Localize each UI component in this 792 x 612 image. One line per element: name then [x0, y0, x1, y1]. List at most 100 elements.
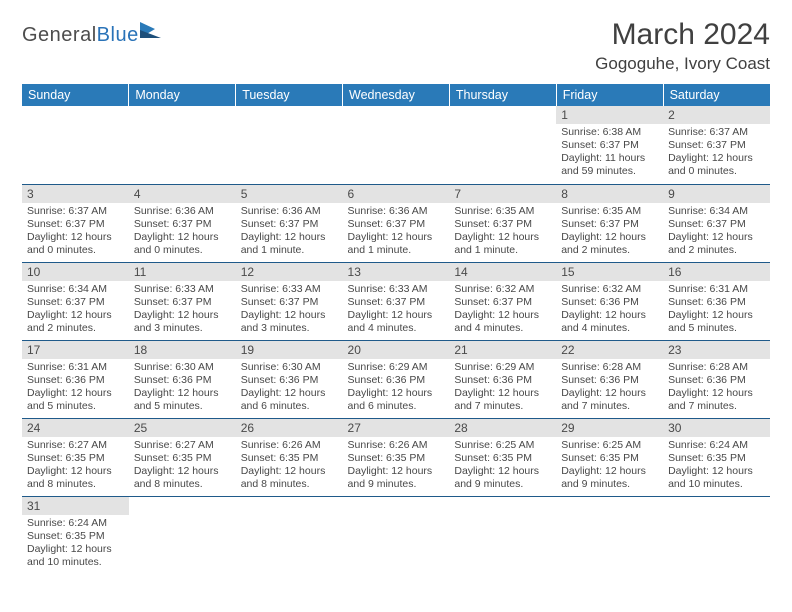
sunrise-text: Sunrise: 6:27 AM — [27, 439, 124, 452]
daylight-text: Daylight: 12 hours and 8 minutes. — [134, 465, 231, 491]
daylight-text: Daylight: 12 hours and 8 minutes. — [27, 465, 124, 491]
calendar-row: 1Sunrise: 6:38 AMSunset: 6:37 PMDaylight… — [22, 106, 770, 184]
sunset-text: Sunset: 6:35 PM — [561, 452, 658, 465]
location: Gogoguhe, Ivory Coast — [595, 54, 770, 74]
day-details: Sunrise: 6:36 AMSunset: 6:37 PMDaylight:… — [343, 203, 450, 262]
daylight-text: Daylight: 12 hours and 1 minute. — [241, 231, 338, 257]
day-number: 1 — [556, 106, 663, 124]
daylight-text: Daylight: 12 hours and 2 minutes. — [27, 309, 124, 335]
day-number: 28 — [449, 419, 556, 437]
sunrise-text: Sunrise: 6:30 AM — [134, 361, 231, 374]
sunrise-text: Sunrise: 6:24 AM — [27, 517, 124, 530]
calendar-row: 17Sunrise: 6:31 AMSunset: 6:36 PMDayligh… — [22, 340, 770, 418]
sunrise-text: Sunrise: 6:33 AM — [134, 283, 231, 296]
day-details: Sunrise: 6:29 AMSunset: 6:36 PMDaylight:… — [449, 359, 556, 418]
sunset-text: Sunset: 6:37 PM — [134, 218, 231, 231]
sunset-text: Sunset: 6:37 PM — [27, 218, 124, 231]
daylight-text: Daylight: 12 hours and 4 minutes. — [454, 309, 551, 335]
sunset-text: Sunset: 6:35 PM — [668, 452, 765, 465]
calendar-cell: 5 Sunrise: 6:36 AMSunset: 6:37 PMDaylight… — [236, 184, 343, 262]
sunset-text: Sunset: 6:35 PM — [454, 452, 551, 465]
sunset-text: Sunset: 6:35 PM — [134, 452, 231, 465]
daylight-text: Daylight: 12 hours and 8 minutes. — [241, 465, 338, 491]
calendar-cell: 9Sunrise: 6:34 AMSunset: 6:37 PMDaylight… — [663, 184, 770, 262]
daylight-text: Daylight: 12 hours and 0 minutes. — [668, 152, 765, 178]
daylight-text: Daylight: 12 hours and 4 minutes. — [561, 309, 658, 335]
sunset-text: Sunset: 6:37 PM — [241, 218, 338, 231]
calendar-cell: 10Sunrise: 6:34 AMSunset: 6:37 PMDayligh… — [22, 262, 129, 340]
sunset-text: Sunset: 6:36 PM — [134, 374, 231, 387]
logo: GeneralBlue — [22, 24, 165, 47]
daylight-text: Daylight: 12 hours and 1 minute. — [348, 231, 445, 257]
day-details: Sunrise: 6:38 AMSunset: 6:37 PMDaylight:… — [556, 124, 663, 183]
day-number: 24 — [22, 419, 129, 437]
sunset-text: Sunset: 6:36 PM — [561, 296, 658, 309]
sunrise-text: Sunrise: 6:35 AM — [454, 205, 551, 218]
daylight-text: Daylight: 12 hours and 5 minutes. — [134, 387, 231, 413]
sunrise-text: Sunrise: 6:35 AM — [561, 205, 658, 218]
day-details: Sunrise: 6:32 AMSunset: 6:36 PMDaylight:… — [556, 281, 663, 340]
day-details: Sunrise: 6:27 AMSunset: 6:35 PMDaylight:… — [129, 437, 236, 496]
calendar-table: Sunday Monday Tuesday Wednesday Thursday… — [22, 84, 770, 574]
calendar-cell: 23Sunrise: 6:28 AMSunset: 6:36 PMDayligh… — [663, 340, 770, 418]
title-block: March 2024 Gogoguhe, Ivory Coast — [595, 18, 770, 74]
calendar-cell — [22, 106, 129, 184]
day-number: 21 — [449, 341, 556, 359]
sunset-text: Sunset: 6:37 PM — [668, 218, 765, 231]
sunrise-text: Sunrise: 6:34 AM — [668, 205, 765, 218]
calendar-cell — [663, 496, 770, 574]
sunrise-text: Sunrise: 6:28 AM — [561, 361, 658, 374]
day-number: 16 — [663, 263, 770, 281]
sunset-text: Sunset: 6:37 PM — [668, 139, 765, 152]
daylight-text: Daylight: 12 hours and 6 minutes. — [241, 387, 338, 413]
day-details: Sunrise: 6:30 AMSunset: 6:36 PMDaylight:… — [129, 359, 236, 418]
sunrise-text: Sunrise: 6:37 AM — [27, 205, 124, 218]
calendar-cell: 24Sunrise: 6:27 AMSunset: 6:35 PMDayligh… — [22, 418, 129, 496]
calendar-cell: 26Sunrise: 6:26 AMSunset: 6:35 PMDayligh… — [236, 418, 343, 496]
day-details: Sunrise: 6:34 AMSunset: 6:37 PMDaylight:… — [22, 281, 129, 340]
day-details: Sunrise: 6:34 AMSunset: 6:37 PMDaylight:… — [663, 203, 770, 262]
daylight-text: Daylight: 12 hours and 3 minutes. — [241, 309, 338, 335]
day-number: 2 — [663, 106, 770, 124]
calendar-cell: 29Sunrise: 6:25 AMSunset: 6:35 PMDayligh… — [556, 418, 663, 496]
day-details: Sunrise: 6:35 AMSunset: 6:37 PMDaylight:… — [556, 203, 663, 262]
sunset-text: Sunset: 6:36 PM — [27, 374, 124, 387]
daylight-text: Daylight: 12 hours and 2 minutes. — [668, 231, 765, 257]
sunrise-text: Sunrise: 6:24 AM — [668, 439, 765, 452]
calendar-cell — [236, 496, 343, 574]
sunrise-text: Sunrise: 6:33 AM — [241, 283, 338, 296]
day-number: 5 — [236, 185, 343, 203]
calendar-row: 10Sunrise: 6:34 AMSunset: 6:37 PMDayligh… — [22, 262, 770, 340]
daylight-text: Daylight: 12 hours and 9 minutes. — [348, 465, 445, 491]
day-details: Sunrise: 6:33 AMSunset: 6:37 PMDaylight:… — [236, 281, 343, 340]
day-number: 15 — [556, 263, 663, 281]
day-details: Sunrise: 6:28 AMSunset: 6:36 PMDaylight:… — [663, 359, 770, 418]
logo-word1: General — [22, 24, 97, 46]
calendar-cell: 17Sunrise: 6:31 AMSunset: 6:36 PMDayligh… — [22, 340, 129, 418]
day-details: Sunrise: 6:25 AMSunset: 6:35 PMDaylight:… — [449, 437, 556, 496]
day-number: 18 — [129, 341, 236, 359]
day-header-row: Sunday Monday Tuesday Wednesday Thursday… — [22, 84, 770, 106]
sunrise-text: Sunrise: 6:34 AM — [27, 283, 124, 296]
sunrise-text: Sunrise: 6:30 AM — [241, 361, 338, 374]
day-number: 27 — [343, 419, 450, 437]
month-title: March 2024 — [595, 18, 770, 52]
sunrise-text: Sunrise: 6:26 AM — [241, 439, 338, 452]
sunrise-text: Sunrise: 6:36 AM — [241, 205, 338, 218]
day-details: Sunrise: 6:26 AMSunset: 6:35 PMDaylight:… — [236, 437, 343, 496]
logo-word2: Blue — [97, 24, 139, 46]
day-details: Sunrise: 6:27 AMSunset: 6:35 PMDaylight:… — [22, 437, 129, 496]
sunrise-text: Sunrise: 6:38 AM — [561, 126, 658, 139]
calendar-cell: 15Sunrise: 6:32 AMSunset: 6:36 PMDayligh… — [556, 262, 663, 340]
day-header: Thursday — [449, 84, 556, 106]
day-number: 19 — [236, 341, 343, 359]
day-details: Sunrise: 6:37 AMSunset: 6:37 PMDaylight:… — [663, 124, 770, 183]
calendar-cell: 1Sunrise: 6:38 AMSunset: 6:37 PMDaylight… — [556, 106, 663, 184]
calendar-cell — [449, 106, 556, 184]
sunrise-text: Sunrise: 6:32 AM — [454, 283, 551, 296]
day-details: Sunrise: 6:25 AMSunset: 6:35 PMDaylight:… — [556, 437, 663, 496]
sunset-text: Sunset: 6:35 PM — [27, 452, 124, 465]
calendar-cell: 14Sunrise: 6:32 AMSunset: 6:37 PMDayligh… — [449, 262, 556, 340]
day-header: Saturday — [663, 84, 770, 106]
daylight-text: Daylight: 12 hours and 9 minutes. — [454, 465, 551, 491]
